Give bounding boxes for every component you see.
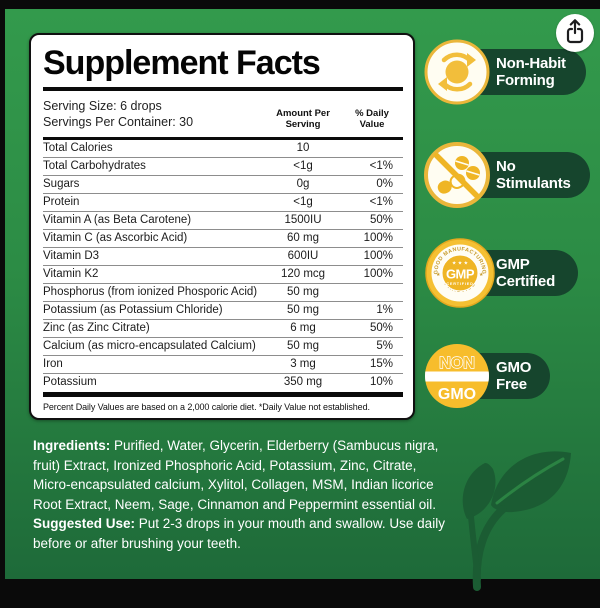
- table-row: Protein <1g <1%: [43, 193, 403, 211]
- svg-text:GMO: GMO: [438, 386, 476, 403]
- table-row: Potassium (as Potassium Chloride) 50 mg 1%: [43, 301, 403, 319]
- servings-per-container: Servings Per Container: 30: [43, 115, 194, 129]
- row-name: Protein: [43, 196, 80, 208]
- row-dv: 50%: [369, 322, 393, 334]
- svg-text:★: ★: [479, 272, 484, 278]
- row-amount: <1g: [293, 160, 313, 172]
- panel-title: Supplement Facts: [43, 44, 321, 82]
- table-row: Vitamin A (as Beta Carotene) 1500IU 50%: [43, 211, 403, 229]
- divider: [43, 87, 403, 91]
- divider: [43, 392, 403, 397]
- row-amount: 0g: [296, 178, 310, 190]
- badge-non-habit-forming: Non-Habit Forming: [424, 39, 600, 105]
- table-row: Sugars 0g 0%: [43, 175, 403, 193]
- refresh-arrows-icon: [424, 39, 490, 110]
- row-dv: 100%: [363, 232, 393, 244]
- daily-value-header: % Daily Value: [355, 108, 389, 130]
- row-dv: 100%: [363, 268, 393, 280]
- amount-header: Amount Per Serving: [276, 108, 330, 130]
- row-dv: 0%: [376, 178, 393, 190]
- no-stimulants-icon: [424, 142, 490, 213]
- table-row: Total Calories 10: [43, 140, 403, 157]
- row-dv: 10%: [369, 376, 393, 388]
- row-name: Potassium (as Potassium Chloride): [43, 304, 223, 316]
- row-dv: 50%: [369, 214, 393, 226]
- row-name: Vitamin D3: [43, 250, 100, 262]
- row-dv: 5%: [376, 340, 393, 352]
- table-row: Vitamin K2 120 mcg 100%: [43, 265, 403, 283]
- left-edge-strip: [0, 9, 5, 579]
- svg-text:GMP: GMP: [446, 267, 475, 282]
- row-dv: <1%: [369, 160, 393, 172]
- facts-table: Total Calories 10 Total Carbohydrates <1g <1…: [43, 140, 403, 391]
- row-amount: 3 mg: [290, 358, 316, 370]
- row-amount: 10: [296, 142, 310, 154]
- table-row: Calcium (as micro-encapsulated Calcium) 5…: [43, 337, 403, 355]
- row-amount: 6 mg: [290, 322, 316, 334]
- row-dv: 15%: [369, 358, 393, 370]
- row-name: Total Calories: [43, 142, 113, 154]
- svg-text:★ ★ ★: ★ ★ ★: [452, 261, 469, 267]
- divider: [43, 137, 403, 140]
- table-row: Zinc (as Zinc Citrate) 6 mg 50%: [43, 319, 403, 337]
- badge-no-stimulants: No Stimulants: [424, 142, 600, 208]
- share-icon: [559, 16, 591, 51]
- table-row: Iron 3 mg 15%: [43, 355, 403, 373]
- svg-text:CERTIFIED: CERTIFIED: [446, 282, 473, 286]
- row-name: Total Carbohydrates: [43, 160, 146, 172]
- row-name: Iron: [43, 358, 63, 370]
- row-dv: 1%: [376, 304, 393, 316]
- table-row: Potassium 350 mg 10%: [43, 373, 403, 391]
- svg-text:★: ★: [436, 272, 441, 278]
- row-name: Sugars: [43, 178, 80, 190]
- row-dv: <1%: [369, 196, 393, 208]
- table-row: Total Carbohydrates <1g <1%: [43, 157, 403, 175]
- row-dv: 100%: [363, 250, 393, 262]
- ingredients-section: Ingredients: Purified, Water, Glycerin, …: [33, 436, 449, 553]
- table-row: Vitamin D3 600IU 100%: [43, 247, 403, 265]
- row-name: Calcium (as micro-encapsulated Calcium): [43, 340, 256, 352]
- suggested-use-text: Suggested Use: Put 2-3 drops in your mou…: [33, 516, 445, 551]
- ingredients-text: Ingredients: Purified, Water, Glycerin, …: [33, 438, 439, 512]
- row-name: Potassium: [43, 376, 97, 388]
- row-amount: <1g: [293, 196, 313, 208]
- supplement-facts-panel: Supplement Facts Serving Size: 6 drops S…: [29, 33, 415, 420]
- row-name: Vitamin C (as Ascorbic Acid): [43, 232, 188, 244]
- row-amount: 350 mg: [283, 376, 323, 388]
- row-amount: 600IU: [287, 250, 319, 262]
- table-row: Phosphorus (from ionized Phosporic Acid)…: [43, 283, 403, 301]
- table-row: Vitamin C (as Ascorbic Acid) 60 mg 100%: [43, 229, 403, 247]
- leaf-decoration-icon: [447, 439, 597, 596]
- gmp-seal-icon: GOOD MANUFACTURING PRACTICE ★ ★ ★ GMP CE…: [424, 237, 496, 314]
- row-amount: 50 mg: [287, 286, 319, 298]
- row-name: Zinc (as Zinc Citrate): [43, 322, 150, 334]
- ingredients-label: Ingredients:: [33, 438, 111, 453]
- badge-gmp-certified: GMP Certified GOOD MANUFACTURING PRACTIC…: [424, 237, 600, 309]
- serving-size: Serving Size: 6 drops: [43, 99, 162, 113]
- share-button[interactable]: [556, 14, 594, 52]
- footnote: Percent Daily Values are based on a 2,00…: [43, 402, 370, 412]
- suggested-use-label: Suggested Use:: [33, 516, 136, 531]
- row-name: Phosphorus (from ionized Phosporic Acid): [43, 286, 258, 298]
- row-name: Vitamin A (as Beta Carotene): [43, 214, 192, 226]
- row-amount: 60 mg: [287, 232, 319, 244]
- row-amount: 50 mg: [287, 304, 319, 316]
- badge-gmo-free: GMO Free NON GMO: [424, 343, 600, 409]
- row-amount: 50 mg: [287, 340, 319, 352]
- svg-text:NON: NON: [439, 355, 475, 372]
- row-name: Vitamin K2: [43, 268, 99, 280]
- row-amount: 120 mcg: [280, 268, 326, 280]
- non-gmo-icon: NON GMO: [424, 343, 490, 414]
- row-amount: 1500IU: [284, 214, 322, 226]
